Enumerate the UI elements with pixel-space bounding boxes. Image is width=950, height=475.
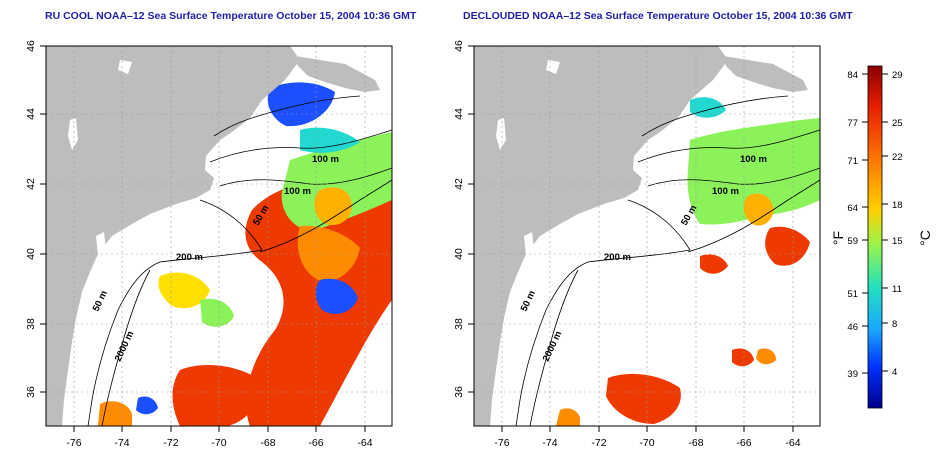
colorbar: 84 77 71 64 59 51 46 39 29 25 22 18 15 1… (830, 65, 933, 409)
right-lon-66: -66 (736, 437, 751, 449)
right-lon-76: -76 (494, 437, 509, 449)
right-lat-axis: 46 44 42 40 38 36 (453, 40, 474, 398)
left-lon-axis: -76 -74 -72 -70 -68 -66 -64 (66, 426, 373, 449)
left-map (45, 45, 393, 427)
colorbar-f-77: 77 (847, 118, 858, 129)
colorbar-c-25: 25 (892, 118, 903, 129)
colorbar-f-64: 64 (847, 203, 858, 214)
right-lon-64: -64 (785, 437, 800, 449)
left-lat-44: 44 (25, 108, 37, 120)
right-lon-74: -74 (542, 437, 557, 449)
left-map-title: RU COOL NOAA–12 Sea Surface Temperature … (45, 10, 417, 22)
colorbar-c-4: 4 (892, 367, 897, 378)
left-lon-72: -72 (163, 437, 178, 449)
colorbar-c-11: 11 (892, 284, 902, 295)
colorbar-c-22: 22 (892, 152, 903, 163)
colorbar-f-71: 71 (847, 156, 858, 167)
colorbar-c-unit: °C (917, 230, 933, 246)
left-lon-64: -64 (357, 437, 372, 449)
left-lon-76: -76 (66, 437, 81, 449)
left-lon-70: -70 (211, 437, 226, 449)
left-lon-66: -66 (308, 437, 323, 449)
colorbar-c-18: 18 (892, 200, 903, 211)
left-contour-100m-a: 100 m (312, 154, 339, 165)
right-lon-70: -70 (639, 437, 654, 449)
colorbar-c-15: 15 (892, 236, 903, 247)
colorbar-f-84: 84 (847, 70, 858, 81)
left-gridlines (46, 46, 392, 426)
colorbar-gradient (867, 65, 883, 409)
colorbar-c-8: 8 (892, 319, 897, 330)
right-map (473, 45, 821, 427)
right-contour-100m-b: 100 m (712, 186, 739, 197)
right-gridlines (474, 46, 820, 426)
left-contour-200m: 200 m (176, 252, 203, 263)
left-lon-74: -74 (114, 437, 129, 449)
right-contour-100m-a: 100 m (740, 154, 767, 165)
left-lat-40: 40 (25, 248, 37, 260)
right-lat-42: 42 (453, 178, 465, 190)
right-map-title: DECLOUDED NOAA–12 Sea Surface Temperatur… (463, 10, 853, 22)
colorbar-c-29: 29 (892, 70, 903, 81)
right-lat-38: 38 (453, 318, 465, 330)
colorbar-f-39: 39 (847, 369, 858, 380)
right-lat-44: 44 (453, 108, 465, 120)
colorbar-f-59: 59 (847, 236, 858, 247)
left-lat-46: 46 (25, 40, 37, 52)
right-contour-200m: 200 m (604, 252, 631, 263)
left-lat-axis: 46 44 42 40 38 36 (25, 40, 46, 398)
colorbar-f-unit: °F (830, 231, 846, 245)
left-lon-68: -68 (260, 437, 275, 449)
right-lon-68: -68 (688, 437, 703, 449)
left-lat-42: 42 (25, 178, 37, 190)
left-contour-100m-b: 100 m (284, 186, 311, 197)
colorbar-f-51: 51 (847, 289, 858, 300)
right-lat-46: 46 (453, 40, 465, 52)
right-lat-36: 36 (453, 386, 465, 398)
right-lon-72: -72 (591, 437, 606, 449)
left-lat-36: 36 (25, 386, 37, 398)
right-lon-axis: -76 -74 -72 -70 -68 -66 -64 (494, 426, 801, 449)
right-lat-40: 40 (453, 248, 465, 260)
left-lat-38: 38 (25, 318, 37, 330)
colorbar-f-46: 46 (847, 322, 858, 333)
